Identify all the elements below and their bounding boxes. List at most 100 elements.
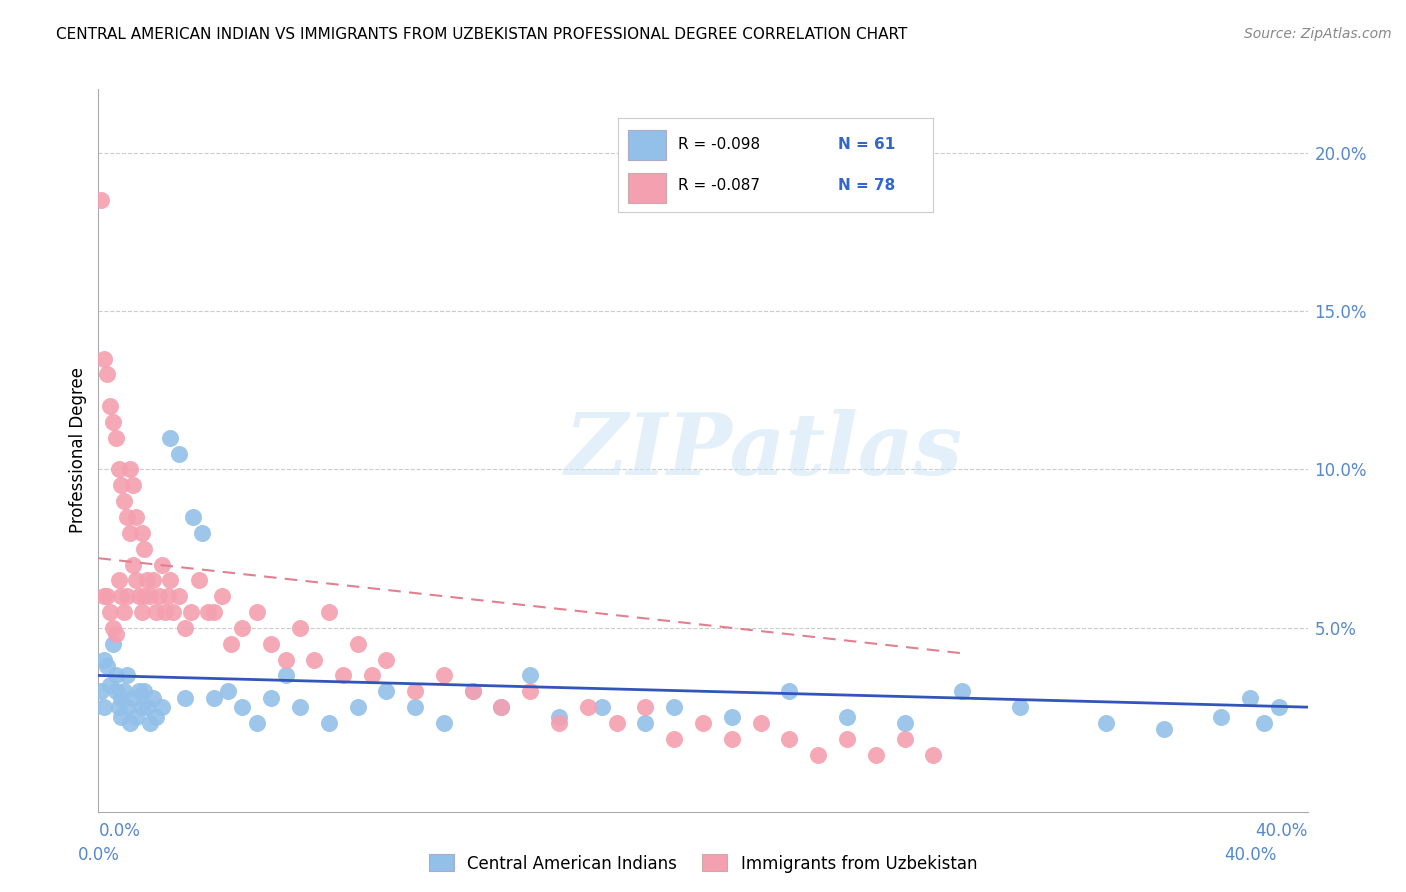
Point [96, 368, 118, 382]
Point [433, 668, 456, 682]
Point [122, 478, 145, 492]
Point [548, 716, 571, 731]
Point [1253, 716, 1275, 731]
Point [720, 731, 742, 746]
Point [104, 684, 127, 698]
Point [162, 605, 184, 619]
Point [893, 731, 915, 746]
Point [219, 637, 242, 651]
Point [692, 716, 714, 731]
Point [150, 558, 173, 572]
Point [107, 574, 129, 588]
Text: 0.0%: 0.0% [77, 847, 120, 864]
Text: 40.0%: 40.0% [1223, 847, 1277, 864]
Point [101, 415, 124, 429]
Point [115, 668, 138, 682]
Point [145, 709, 167, 723]
Point [778, 684, 800, 698]
Point [288, 621, 311, 635]
Point [461, 684, 484, 698]
Point [136, 700, 159, 714]
Point [318, 716, 340, 731]
Point [98, 605, 121, 619]
Point [104, 668, 127, 682]
Point [139, 589, 162, 603]
Point [183, 510, 205, 524]
Point [188, 574, 211, 588]
Point [112, 494, 135, 508]
Point [98, 399, 121, 413]
Point [93, 652, 115, 666]
Point [148, 589, 170, 603]
Point [231, 700, 253, 714]
Point [893, 716, 915, 731]
Point [191, 525, 214, 540]
Point [1211, 709, 1233, 723]
Point [98, 678, 121, 692]
Point [1095, 716, 1118, 731]
Point [134, 541, 156, 556]
Point [720, 709, 742, 723]
Point [1153, 723, 1175, 737]
Point [346, 700, 368, 714]
Point [122, 690, 145, 705]
Point [634, 716, 657, 731]
Text: 0.0%: 0.0% [98, 822, 141, 840]
Point [260, 690, 283, 705]
Point [202, 690, 225, 705]
Point [865, 747, 887, 762]
Point [749, 716, 772, 731]
Point [332, 668, 354, 682]
Point [591, 700, 613, 714]
Point [778, 731, 800, 746]
Point [664, 700, 686, 714]
Point [134, 589, 156, 603]
Point [288, 700, 311, 714]
Point [167, 589, 190, 603]
Point [136, 574, 159, 588]
Point [1008, 700, 1031, 714]
Point [346, 637, 368, 651]
Point [461, 684, 484, 698]
Point [128, 684, 150, 698]
Point [835, 709, 858, 723]
Point [260, 637, 283, 651]
Point [173, 690, 195, 705]
Point [110, 589, 132, 603]
Text: CENTRAL AMERICAN INDIAN VS IMMIGRANTS FROM UZBEKISTAN PROFESSIONAL DEGREE CORREL: CENTRAL AMERICAN INDIAN VS IMMIGRANTS FR… [56, 27, 908, 42]
Point [120, 525, 142, 540]
Point [375, 684, 398, 698]
Point [548, 709, 571, 723]
Point [101, 621, 124, 635]
Point [142, 690, 165, 705]
Point [131, 700, 153, 714]
Point [142, 574, 165, 588]
Point [634, 700, 657, 714]
Point [107, 462, 129, 476]
Point [180, 605, 202, 619]
Point [246, 716, 269, 731]
Point [491, 700, 513, 714]
Point [125, 709, 148, 723]
Point [110, 478, 132, 492]
Point [606, 716, 628, 731]
Point [491, 700, 513, 714]
Point [93, 351, 115, 366]
Point [950, 684, 973, 698]
Point [90, 684, 112, 698]
Point [134, 684, 156, 698]
Point [125, 510, 148, 524]
Text: ZIPatlas: ZIPatlas [564, 409, 963, 492]
Point [304, 652, 326, 666]
Y-axis label: Professional Degree: Professional Degree [69, 368, 87, 533]
Point [1239, 690, 1261, 705]
Point [404, 700, 426, 714]
Point [375, 652, 398, 666]
Point [231, 621, 253, 635]
Point [125, 574, 148, 588]
Point [131, 525, 153, 540]
Point [128, 589, 150, 603]
Point [173, 621, 195, 635]
Point [217, 684, 239, 698]
Point [1268, 700, 1291, 714]
